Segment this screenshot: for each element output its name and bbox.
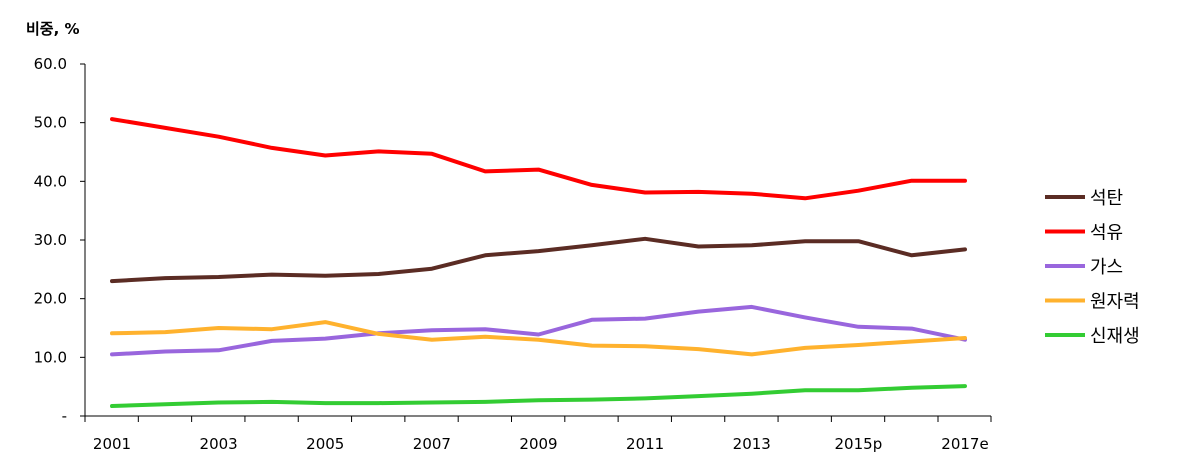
x-tick-label: 2007 [413, 435, 451, 453]
x-tick-label: 2001 [93, 435, 131, 453]
series-line-가스 [110, 304, 967, 357]
y-tick-label: 60.0 [34, 55, 67, 73]
series-line-원자력 [110, 320, 967, 357]
x-tick-label: 2005 [306, 435, 344, 453]
x-tick-label: 2011 [626, 435, 664, 453]
x-axis: 2001 2003 2005 2007 2009 2011 2013 2015p 2017e [84, 415, 992, 453]
legend-label: 석유 [1090, 223, 1123, 244]
legend-label: 가스 [1090, 257, 1123, 278]
x-tick-label: 2009 [519, 435, 557, 453]
y-tick-label: 20.0 [34, 290, 67, 308]
legend-label: 신재생 [1090, 326, 1140, 347]
x-tick-label: 2015p [835, 435, 883, 453]
legend-label: 원자력 [1090, 292, 1140, 313]
x-tick-label: 2013 [733, 435, 771, 453]
y-tick-label: 40.0 [34, 172, 67, 190]
y-tick-label: 10.0 [34, 348, 67, 366]
legend-label: 석탄 [1090, 188, 1123, 209]
y-tick-label: 50.0 [34, 114, 67, 132]
series-line-석탄 [110, 236, 967, 284]
x-tick-label: 2003 [200, 435, 238, 453]
y-tick-label: 30.0 [34, 231, 67, 249]
series-line-석유 [110, 117, 967, 201]
series-lines [110, 117, 967, 408]
series-line-신재생 [110, 384, 967, 408]
y-axis-label: 비중, % [26, 20, 80, 38]
y-tick-label: - [62, 407, 67, 425]
x-tick-label: 2017e [941, 435, 988, 453]
y-axis: - 10.0 20.0 30.0 40.0 50.0 60.0 [34, 55, 86, 425]
